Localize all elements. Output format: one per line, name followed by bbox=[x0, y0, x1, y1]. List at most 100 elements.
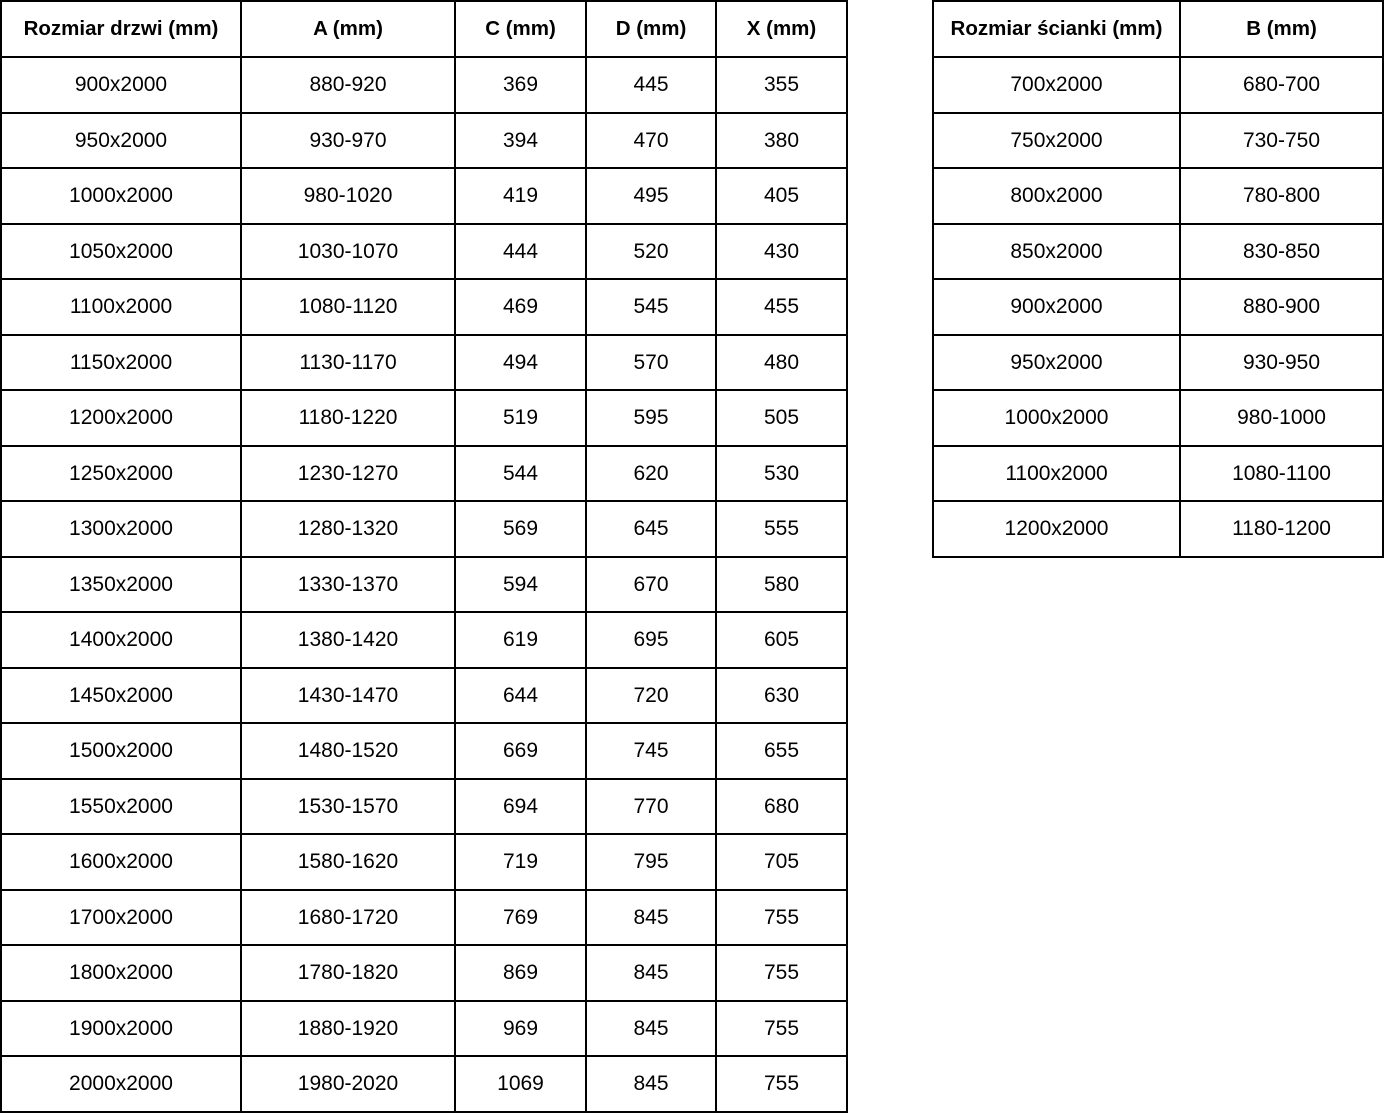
table-row: 2000x2000 1980-2020 1069 845 755 bbox=[0, 1055, 848, 1113]
cell-a: 1330-1370 bbox=[240, 555, 456, 613]
cell-c: 519 bbox=[454, 389, 587, 447]
cell-a: 1230-1270 bbox=[240, 444, 456, 502]
cell-x: 755 bbox=[715, 1055, 848, 1113]
wall-table-header: Rozmiar ścianki (mm) B (mm) bbox=[932, 0, 1384, 58]
cell-a: 1030-1070 bbox=[240, 222, 456, 280]
cell-b: 980-1000 bbox=[1179, 389, 1384, 447]
column-header-x: X (mm) bbox=[715, 0, 848, 58]
cell-c: 969 bbox=[454, 999, 587, 1057]
table-row: 1200x2000 1180-1220 519 595 505 bbox=[0, 389, 848, 447]
cell-door-size: 1450x2000 bbox=[0, 666, 242, 724]
cell-c: 444 bbox=[454, 222, 587, 280]
cell-c: 394 bbox=[454, 111, 587, 169]
wall-table-body: 700x2000 680-700 750x2000 730-750 800x2000 78… bbox=[932, 56, 1384, 558]
cell-d: 845 bbox=[585, 888, 717, 946]
cell-x: 580 bbox=[715, 555, 848, 613]
cell-c: 669 bbox=[454, 722, 587, 780]
cell-c: 644 bbox=[454, 666, 587, 724]
table-row: 1800x2000 1780-1820 869 845 755 bbox=[0, 944, 848, 1002]
table-row: 1150x2000 1130-1170 494 570 480 bbox=[0, 333, 848, 391]
cell-x: 480 bbox=[715, 333, 848, 391]
cell-wall-size: 900x2000 bbox=[932, 278, 1181, 336]
cell-door-size: 2000x2000 bbox=[0, 1055, 242, 1113]
cell-a: 1130-1170 bbox=[240, 333, 456, 391]
cell-d: 545 bbox=[585, 278, 717, 336]
cell-c: 719 bbox=[454, 833, 587, 891]
cell-b: 880-900 bbox=[1179, 278, 1384, 336]
cell-door-size: 1050x2000 bbox=[0, 222, 242, 280]
cell-d: 620 bbox=[585, 444, 717, 502]
cell-wall-size: 1000x2000 bbox=[932, 389, 1181, 447]
cell-c: 594 bbox=[454, 555, 587, 613]
table-row: 1500x2000 1480-1520 669 745 655 bbox=[0, 722, 848, 780]
cell-a: 1880-1920 bbox=[240, 999, 456, 1057]
cell-c: 369 bbox=[454, 56, 587, 114]
cell-door-size: 1600x2000 bbox=[0, 833, 242, 891]
cell-d: 645 bbox=[585, 500, 717, 558]
cell-door-size: 900x2000 bbox=[0, 56, 242, 114]
table-row: 1550x2000 1530-1570 694 770 680 bbox=[0, 777, 848, 835]
table-row: 1700x2000 1680-1720 769 845 755 bbox=[0, 888, 848, 946]
table-row: 1000x2000 980-1000 bbox=[932, 389, 1384, 447]
cell-a: 1080-1120 bbox=[240, 278, 456, 336]
cell-x: 755 bbox=[715, 944, 848, 1002]
cell-a: 1580-1620 bbox=[240, 833, 456, 891]
table-row: 700x2000 680-700 bbox=[932, 56, 1384, 114]
cell-wall-size: 700x2000 bbox=[932, 56, 1181, 114]
cell-a: 1430-1470 bbox=[240, 666, 456, 724]
cell-d: 570 bbox=[585, 333, 717, 391]
column-header-c: C (mm) bbox=[454, 0, 587, 58]
cell-b: 830-850 bbox=[1179, 222, 1384, 280]
cell-door-size: 1900x2000 bbox=[0, 999, 242, 1057]
cell-c: 494 bbox=[454, 333, 587, 391]
cell-x: 655 bbox=[715, 722, 848, 780]
cell-door-size: 1000x2000 bbox=[0, 167, 242, 225]
cell-door-size: 1300x2000 bbox=[0, 500, 242, 558]
wall-panel-size-specification-table: Rozmiar ścianki (mm) B (mm) 700x2000 680-… bbox=[932, 0, 1384, 558]
table-row: 800x2000 780-800 bbox=[932, 167, 1384, 225]
cell-door-size: 950x2000 bbox=[0, 111, 242, 169]
cell-d: 670 bbox=[585, 555, 717, 613]
cell-a: 980-1020 bbox=[240, 167, 456, 225]
table-row: 1050x2000 1030-1070 444 520 430 bbox=[0, 222, 848, 280]
cell-d: 695 bbox=[585, 611, 717, 669]
cell-a: 1180-1220 bbox=[240, 389, 456, 447]
cell-door-size: 1100x2000 bbox=[0, 278, 242, 336]
cell-c: 419 bbox=[454, 167, 587, 225]
cell-c: 694 bbox=[454, 777, 587, 835]
table-row: 1300x2000 1280-1320 569 645 555 bbox=[0, 500, 848, 558]
cell-a: 1380-1420 bbox=[240, 611, 456, 669]
cell-x: 530 bbox=[715, 444, 848, 502]
cell-door-size: 1200x2000 bbox=[0, 389, 242, 447]
cell-x: 505 bbox=[715, 389, 848, 447]
cell-door-size: 1550x2000 bbox=[0, 777, 242, 835]
cell-wall-size: 800x2000 bbox=[932, 167, 1181, 225]
cell-d: 595 bbox=[585, 389, 717, 447]
table-row: 1250x2000 1230-1270 544 620 530 bbox=[0, 444, 848, 502]
cell-wall-size: 1200x2000 bbox=[932, 500, 1181, 558]
cell-c: 544 bbox=[454, 444, 587, 502]
table-row: 750x2000 730-750 bbox=[932, 111, 1384, 169]
cell-b: 730-750 bbox=[1179, 111, 1384, 169]
table-row: 900x2000 880-920 369 445 355 bbox=[0, 56, 848, 114]
cell-x: 755 bbox=[715, 999, 848, 1057]
cell-d: 720 bbox=[585, 666, 717, 724]
cell-d: 520 bbox=[585, 222, 717, 280]
cell-d: 745 bbox=[585, 722, 717, 780]
cell-x: 405 bbox=[715, 167, 848, 225]
cell-d: 445 bbox=[585, 56, 717, 114]
column-header-a: A (mm) bbox=[240, 0, 456, 58]
column-header-wall-size: Rozmiar ścianki (mm) bbox=[932, 0, 1181, 58]
table-row: 1100x2000 1080-1120 469 545 455 bbox=[0, 278, 848, 336]
cell-d: 770 bbox=[585, 777, 717, 835]
table-row: 1350x2000 1330-1370 594 670 580 bbox=[0, 555, 848, 613]
table-header-row: Rozmiar drzwi (mm) A (mm) C (mm) D (mm) … bbox=[0, 0, 848, 58]
column-header-d: D (mm) bbox=[585, 0, 717, 58]
cell-x: 605 bbox=[715, 611, 848, 669]
cell-d: 845 bbox=[585, 1055, 717, 1113]
cell-a: 930-970 bbox=[240, 111, 456, 169]
table-row: 1100x2000 1080-1100 bbox=[932, 444, 1384, 502]
door-table-body: 900x2000 880-920 369 445 355 950x2000 930-970 3… bbox=[0, 56, 848, 1113]
cell-b: 680-700 bbox=[1179, 56, 1384, 114]
cell-door-size: 1250x2000 bbox=[0, 444, 242, 502]
